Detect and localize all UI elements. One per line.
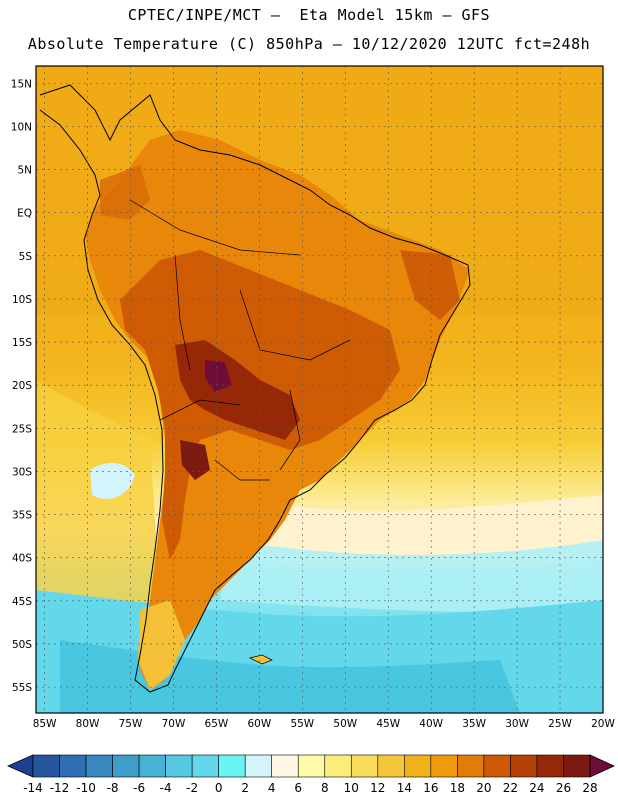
- gridlines: [36, 66, 603, 713]
- colorbar-cell: [563, 754, 591, 778]
- colorbar-cell: [165, 754, 193, 778]
- lat-label: 35S: [12, 510, 32, 522]
- colorbar-label: 4: [268, 781, 276, 795]
- colorbar-cell: [32, 754, 60, 778]
- lon-label: 40W: [419, 718, 443, 730]
- colorbar-label: 10: [344, 781, 359, 795]
- colorbar-cell: [404, 754, 432, 778]
- colorbar-label: 28: [582, 781, 597, 795]
- lon-label: 35W: [462, 718, 486, 730]
- lon-label: 50W: [333, 718, 357, 730]
- colorbar-cell: [85, 754, 113, 778]
- pacific-cool-patch: [36, 380, 160, 650]
- lat-label: 15S: [12, 337, 32, 349]
- colorbar-cell: [324, 754, 352, 778]
- colorbar-label: -4: [160, 781, 172, 795]
- colorbar-label: 18: [450, 781, 465, 795]
- lat-label: 25S: [12, 423, 32, 435]
- argentina-hot-spot: [180, 440, 210, 480]
- lat-label: 5S: [19, 251, 33, 263]
- colorbar-cell: [457, 754, 485, 778]
- lon-label: 80W: [76, 718, 100, 730]
- colorbar-cell: [510, 754, 538, 778]
- lon-label: 30W: [505, 718, 529, 730]
- map-title: CPTEC/INPE/MCT – Eta Model 15km – GFS: [127, 6, 491, 24]
- colorbar-label: 0: [215, 781, 223, 795]
- colorbar-label: 2: [241, 781, 249, 795]
- colorbar-label: -10: [76, 781, 96, 795]
- lat-label: 55S: [12, 682, 32, 694]
- lon-label: 20W: [591, 718, 615, 730]
- colorbar-high-arrow: [589, 754, 615, 778]
- pacific-cyan-spot: [90, 463, 135, 499]
- colorbar-label: -12: [50, 781, 70, 795]
- andes-warm-patch: [100, 165, 150, 220]
- colorbar-label: 16: [423, 781, 438, 795]
- northeast-brazil-warm: [400, 250, 460, 320]
- lat-label: 40S: [12, 553, 32, 565]
- lon-label: 60W: [247, 718, 271, 730]
- colorbar-label: 22: [503, 781, 518, 795]
- colorbar-label: 12: [370, 781, 385, 795]
- lon-label: 25W: [548, 718, 572, 730]
- longitude-labels: 85W 80W 75W 70W 65W 60W 55W 50W 45W 40W 35W 30W 25W 2…: [33, 718, 616, 730]
- lon-label: 45W: [376, 718, 400, 730]
- colorbar-cell: [483, 754, 511, 778]
- colorbar-label: 14: [397, 781, 412, 795]
- colorbar-label: -14: [23, 781, 43, 795]
- colorbar-label: 6: [294, 781, 302, 795]
- lat-label: 20S: [12, 380, 32, 392]
- lat-label: EQ: [17, 208, 32, 220]
- lon-label: 85W: [33, 718, 57, 730]
- colorbar-cell: [112, 754, 140, 778]
- lat-label: 30S: [12, 466, 32, 478]
- lat-label: 10S: [12, 294, 32, 306]
- colorbar-cell: [430, 754, 458, 778]
- colorbar-cell: [350, 754, 379, 778]
- colorbar-cell: [244, 754, 273, 778]
- colorbar-label: 26: [556, 781, 571, 795]
- peak-temperature-max: [205, 360, 232, 392]
- country-borders: [129, 199, 351, 481]
- lat-label: 15N: [11, 78, 32, 90]
- lat-label: 45S: [12, 596, 32, 608]
- colorbar-label: 24: [529, 781, 544, 795]
- colorbar-label: -8: [107, 781, 119, 795]
- colorbar-label: -2: [186, 781, 198, 795]
- map-subtitle: Absolute Temperature (C) 850hPa – 10/12/…: [27, 35, 591, 53]
- lon-label: 75W: [119, 718, 143, 730]
- lat-label: 10N: [11, 121, 32, 133]
- colorbar-cell: [191, 754, 219, 778]
- colorbar-cell: [271, 754, 299, 778]
- colorbar-cell: [59, 754, 87, 778]
- coastline: [39, 84, 471, 693]
- latitude-labels: 15N 10N 5N EQ 5S 10S 15S 20S 25S 30S 35S 40S 45S 50S 5…: [11, 78, 33, 694]
- map-frame: [35, 65, 604, 714]
- colorbar-low-arrow: [7, 754, 34, 778]
- colorbar-cell: [138, 754, 166, 778]
- colorbar-label: -6: [133, 781, 145, 795]
- lat-label: 5N: [17, 165, 32, 177]
- colorbar-label: 20: [476, 781, 491, 795]
- lon-label: 65W: [205, 718, 229, 730]
- colorbar-cell: [218, 754, 246, 778]
- falkland-islands: [248, 654, 273, 665]
- colorbar: -14 -12 -10 -8 -6 -4 -2 0 2 4 6 8 10 12 14 16 18 20 22 24 26…: [7, 754, 615, 795]
- lon-label: 55W: [290, 718, 314, 730]
- colorbar-cell: [377, 754, 405, 778]
- lat-label: 50S: [12, 639, 32, 651]
- patagonia-cool: [138, 600, 185, 690]
- colorbar-cell: [536, 754, 564, 778]
- colorbar-cell: [297, 754, 326, 778]
- lon-label: 70W: [162, 718, 186, 730]
- colorbar-label: 8: [321, 781, 329, 795]
- atlantic-cyan-band: [220, 540, 603, 612]
